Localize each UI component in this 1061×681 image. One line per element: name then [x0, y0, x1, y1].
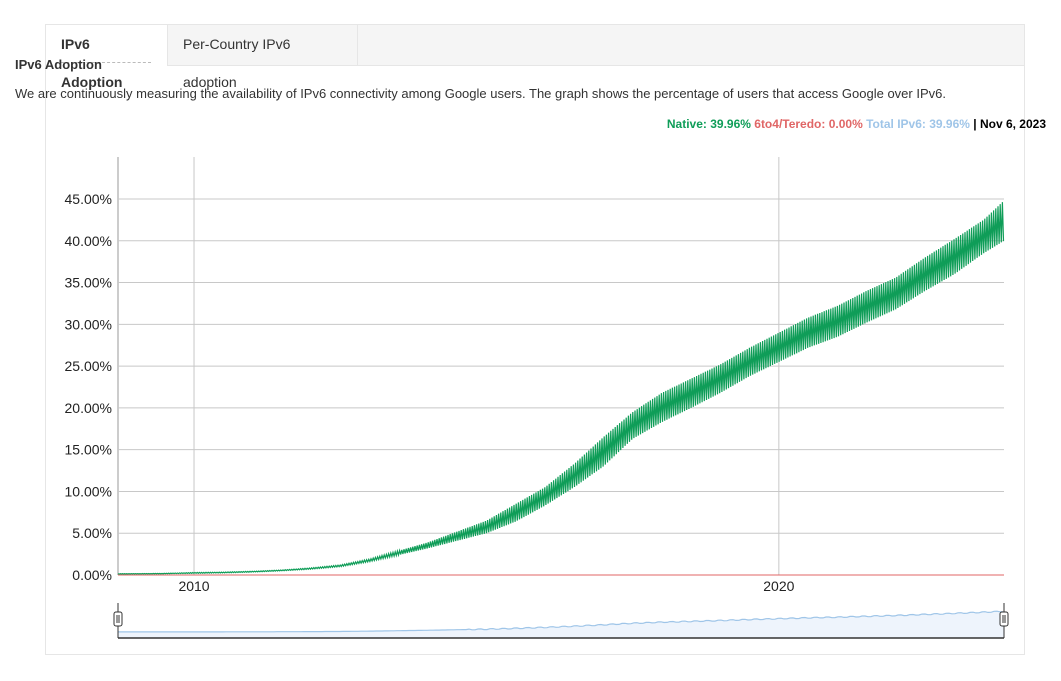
y-tick-label: 15.00% [65, 442, 112, 458]
x-tick-label: 2010 [178, 578, 209, 594]
legend-total: Total IPv6: 39.96% [866, 117, 970, 131]
tab-per-country[interactable]: Per-Country IPv6 adoption [168, 25, 358, 90]
chart-series [117, 202, 1005, 576]
tab-per-country-label: Per-Country IPv6 adoption [183, 36, 291, 90]
tab-ipv6-adoption[interactable]: IPv6 Adoption [46, 25, 168, 90]
tab-ipv6-adoption-label: IPv6 Adoption [61, 36, 123, 90]
y-tick-label: 30.00% [65, 316, 112, 332]
active-tab-underline [61, 62, 151, 63]
y-tick-label: 45.00% [65, 191, 112, 207]
y-tick-label: 0.00% [72, 567, 112, 583]
x-axis-labels: 2010 2020 [178, 578, 794, 594]
legend-teredo: 6to4/Teredo: 0.00% [754, 117, 863, 131]
chart-grid [117, 157, 1004, 576]
ipv6-panel: IPv6 Adoption Per-Country IPv6 adoption [45, 24, 1025, 655]
y-tick-label: 20.00% [65, 400, 112, 416]
navigator-right-handle[interactable] [999, 611, 1009, 627]
y-tick-label: 25.00% [65, 358, 112, 374]
navigator-area [118, 611, 1004, 638]
y-tick-label: 10.00% [65, 483, 112, 499]
y-axis-labels: 0.00% 5.00% 10.00% 15.00% 20.00% 25.00% 30.00%… [65, 191, 112, 583]
legend-date: | Nov 6, 2023 [973, 117, 1046, 131]
native-series-line [117, 202, 1005, 575]
navigator-line [118, 610, 1004, 633]
range-navigator[interactable] [113, 603, 1009, 639]
chart-legend: Native: 39.96% 6to4/Teredo: 0.00% Total … [667, 117, 1046, 131]
description-text: We are continuously measuring the availa… [15, 86, 946, 101]
y-tick-label: 40.00% [65, 233, 112, 249]
y-tick-label: 5.00% [72, 525, 112, 541]
y-tick-label: 35.00% [65, 275, 112, 291]
tab-bar: IPv6 Adoption Per-Country IPv6 adoption [46, 25, 1024, 90]
x-tick-label: 2020 [763, 578, 794, 594]
navigator-left-handle[interactable] [113, 611, 123, 627]
legend-native: Native: 39.96% [666, 117, 751, 131]
section-title: IPv6 Adoption [15, 57, 102, 72]
